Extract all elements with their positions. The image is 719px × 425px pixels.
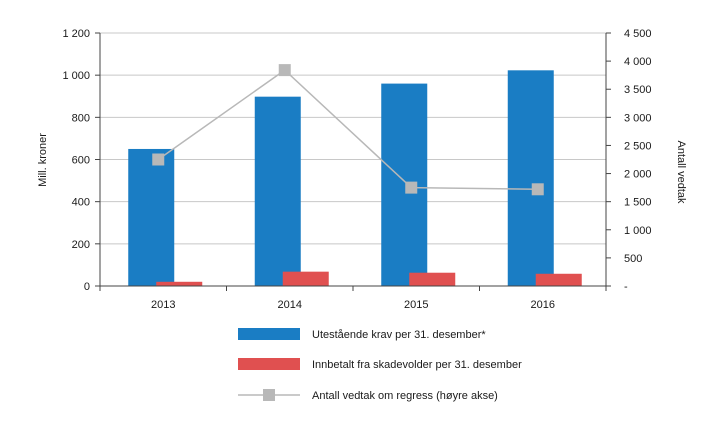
bar-marks bbox=[128, 70, 582, 287]
y-right-tick-label: 3 500 bbox=[624, 84, 652, 96]
y-axis-left-title: Mill. kroner bbox=[37, 133, 49, 187]
y-left-tick-label: 1 200 bbox=[62, 28, 90, 40]
bar-innbetalt-2013 bbox=[156, 281, 203, 286]
y-axis-left-ticks: 0 200 400 600 800 1 000 1 200 bbox=[62, 28, 90, 293]
y-right-tick-label: 500 bbox=[624, 253, 642, 265]
legend: Utestående krav per 31. desember* Innbeta… bbox=[238, 328, 522, 402]
y-right-tick-label: 1 500 bbox=[624, 197, 652, 209]
legend-swatch-innbetalt bbox=[238, 358, 300, 370]
point-antall-vedtak-2016 bbox=[531, 183, 544, 196]
x-tick-label: 2016 bbox=[531, 299, 555, 311]
legend-swatch-utestaende bbox=[238, 328, 300, 340]
y-left-tick-label: 800 bbox=[72, 112, 90, 124]
y-right-tick-label: 4 000 bbox=[624, 56, 652, 68]
bar-utestaende-2014 bbox=[254, 96, 301, 287]
y-right-tick-label: 2 000 bbox=[624, 169, 652, 181]
y-axis-right-title: Antall vedtak bbox=[675, 141, 687, 204]
y-axis-right-ticks: - 500 1 000 1 500 2 000 2 500 3 000 3 500 4 000 4… bbox=[624, 28, 652, 293]
y-left-tick-label: 400 bbox=[72, 197, 90, 209]
line-antall-vedtak bbox=[157, 69, 538, 191]
bar-utestaende-2016 bbox=[507, 70, 554, 286]
y-right-tick-label: 1 000 bbox=[624, 225, 652, 237]
legend-label: Antall vedtak om regress (høyre akse) bbox=[312, 390, 498, 402]
legend-marker-swatch bbox=[263, 389, 275, 401]
x-tick-label: 2013 bbox=[151, 299, 175, 311]
bar-utestaende-2013 bbox=[128, 148, 175, 286]
bar-innbetalt-2015 bbox=[409, 272, 456, 286]
bar-utestaende-2015 bbox=[381, 83, 428, 286]
y-right-tick-label: 2 500 bbox=[624, 140, 652, 152]
bar-innbetalt-2014 bbox=[282, 271, 329, 286]
point-antall-vedtak-2015 bbox=[405, 181, 418, 194]
y-left-tick-label: 0 bbox=[84, 281, 90, 293]
x-tick-label: 2014 bbox=[278, 299, 302, 311]
point-antall-vedtak-2013 bbox=[152, 153, 165, 166]
line-series bbox=[152, 64, 544, 196]
bar-innbetalt-2016 bbox=[535, 273, 582, 286]
y-left-tick-label: 200 bbox=[72, 239, 90, 251]
x-axis-ticks: 2013 2014 2015 2016 bbox=[151, 299, 555, 311]
x-tick-label: 2015 bbox=[404, 299, 428, 311]
legend-label: Utestående krav per 31. desember* bbox=[312, 329, 486, 341]
axes bbox=[95, 32, 611, 291]
y-right-tick-label: 4 500 bbox=[624, 28, 652, 40]
legend-label: Innbetalt fra skadevolder per 31. desemb… bbox=[312, 359, 522, 371]
point-antall-vedtak-2014 bbox=[278, 64, 291, 77]
y-left-tick-label: 600 bbox=[72, 155, 90, 167]
y-left-tick-label: 1 000 bbox=[62, 70, 90, 82]
y-right-tick-label: 3 000 bbox=[624, 112, 652, 124]
y-right-tick-label: - bbox=[624, 281, 628, 293]
